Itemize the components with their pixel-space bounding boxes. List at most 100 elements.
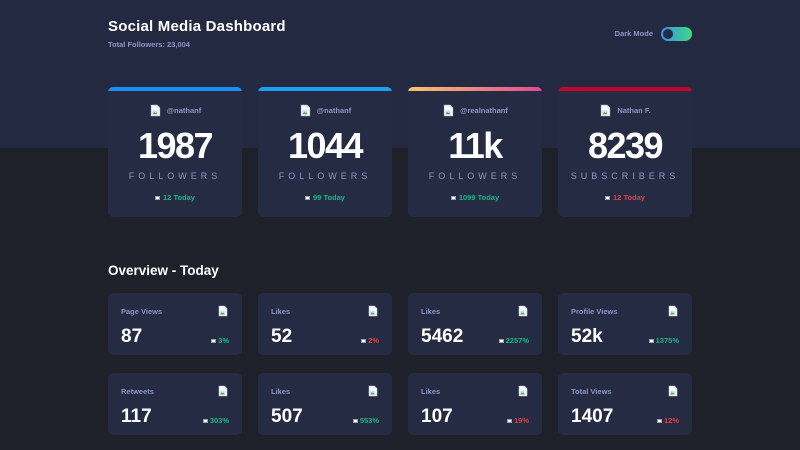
follower-count: 1987 bbox=[137, 125, 214, 166]
daily-change: 99 Today bbox=[258, 193, 392, 202]
account-handle-row: Nathan F. bbox=[558, 87, 692, 117]
trend-marker-icon bbox=[305, 195, 311, 200]
broken-image-icon bbox=[442, 104, 455, 117]
overview-change: 553% bbox=[352, 416, 379, 426]
follower-count: 8239 bbox=[587, 125, 664, 166]
dark-mode-control: Dark Mode bbox=[614, 26, 692, 41]
overview-metric-label: Retweets bbox=[121, 386, 154, 396]
broken-image-icon bbox=[149, 104, 162, 117]
overview-metric-label: Profile Views bbox=[571, 306, 618, 316]
overview-change: 2257% bbox=[498, 336, 529, 346]
broken-image-icon bbox=[217, 305, 229, 317]
trend-marker-icon bbox=[656, 418, 662, 423]
daily-change: 12 Today bbox=[558, 193, 692, 202]
trend-marker-icon bbox=[648, 338, 654, 343]
header-text: Social Media Dashboard Total Followers: … bbox=[108, 18, 286, 49]
account-handle: @realnathanf bbox=[460, 106, 508, 115]
overview-card-retweets: Retweets 117 303% bbox=[108, 373, 242, 435]
overview-change: 2% bbox=[361, 336, 379, 346]
overview-metric-label: Page Views bbox=[121, 306, 163, 316]
trend-marker-icon bbox=[361, 338, 367, 343]
follower-card-twitter: @nathanf 1044 FOLLOWERS 99 Today bbox=[258, 87, 392, 217]
platform-accent-bar bbox=[408, 87, 542, 91]
overview-card-body: 52k 1375% bbox=[571, 327, 679, 346]
overview-metric-label: Likes bbox=[421, 306, 441, 316]
follower-card-youtube: Nathan F. 8239 SUBSCRIBERS 12 Today bbox=[558, 87, 692, 217]
overview-change-text: 553% bbox=[359, 416, 379, 425]
toggle-knob bbox=[663, 28, 673, 39]
dark-mode-label: Dark Mode bbox=[614, 29, 653, 38]
follower-count-label: FOLLOWERS bbox=[128, 171, 222, 181]
platform-accent-bar bbox=[258, 87, 392, 91]
broken-image-icon bbox=[599, 104, 612, 117]
overview-card-likes-yt: Likes 107 19% bbox=[408, 373, 542, 435]
overview-change: 3% bbox=[211, 336, 229, 346]
overview-card-body: 117 303% bbox=[121, 407, 229, 426]
overview-cards-grid: Page Views 87 3% Likes 52 bbox=[108, 293, 692, 435]
follower-card-facebook: @nathanf 1987 FOLLOWERS 12 Today bbox=[108, 87, 242, 217]
overview-metric-label: Total Views bbox=[571, 386, 612, 396]
trend-marker-icon bbox=[202, 418, 208, 423]
overview-metric-value: 52k bbox=[571, 326, 603, 347]
overview-metric-value: 1407 bbox=[571, 406, 614, 427]
account-handle: @nathanf bbox=[316, 106, 352, 115]
overview-card-page-views: Page Views 87 3% bbox=[108, 293, 242, 355]
overview-change: 12% bbox=[656, 416, 679, 426]
total-followers-text: Total Followers: 23,004 bbox=[108, 40, 190, 49]
overview-change: 19% bbox=[506, 416, 529, 426]
overview-card-body: 1407 12% bbox=[571, 407, 679, 426]
broken-image-icon bbox=[299, 104, 312, 117]
overview-card-total-views: Total Views 1407 12% bbox=[558, 373, 692, 435]
overview-metric-value: 117 bbox=[121, 406, 152, 427]
overview-heading: Overview - Today bbox=[108, 263, 219, 278]
overview-metric-label: Likes bbox=[271, 386, 291, 396]
trend-marker-icon bbox=[506, 418, 512, 423]
overview-card-likes-ig: Likes 5462 2257% bbox=[408, 293, 542, 355]
dashboard-container: Social Media Dashboard Total Followers: … bbox=[108, 0, 692, 435]
overview-change-text: 303% bbox=[209, 416, 229, 425]
account-handle-row: @nathanf bbox=[258, 87, 392, 117]
daily-change-text: 12 Today bbox=[163, 193, 195, 202]
overview-card-likes-tw: Likes 507 553% bbox=[258, 373, 392, 435]
platform-accent-bar bbox=[558, 87, 692, 91]
page-title: Social Media Dashboard bbox=[108, 18, 286, 35]
trend-marker-icon bbox=[352, 418, 358, 423]
broken-image-icon bbox=[667, 385, 679, 397]
overview-card-header: Likes bbox=[421, 385, 529, 397]
overview-card-header: Likes bbox=[271, 305, 379, 317]
overview-change-text: 2% bbox=[368, 336, 379, 345]
follower-count-label: FOLLOWERS bbox=[278, 171, 372, 181]
overview-card-body: 5462 2257% bbox=[421, 327, 529, 346]
follower-cards-row: @nathanf 1987 FOLLOWERS 12 Today @nathan… bbox=[108, 87, 692, 217]
follower-count-label: FOLLOWERS bbox=[428, 171, 522, 181]
overview-card-header: Likes bbox=[421, 305, 529, 317]
broken-image-icon bbox=[517, 385, 529, 397]
header: Social Media Dashboard Total Followers: … bbox=[108, 0, 692, 49]
broken-image-icon bbox=[367, 305, 379, 317]
trend-marker-icon bbox=[605, 195, 611, 200]
daily-change-text: 1099 Today bbox=[458, 193, 500, 202]
follower-count-label: SUBSCRIBERS bbox=[570, 171, 680, 181]
overview-card-profile-views: Profile Views 52k 1375% bbox=[558, 293, 692, 355]
overview-metric-value: 107 bbox=[421, 406, 453, 427]
trend-marker-icon bbox=[211, 338, 217, 343]
overview-metric-label: Likes bbox=[271, 306, 291, 316]
account-handle: @nathanf bbox=[166, 106, 202, 115]
follower-count: 11k bbox=[448, 125, 503, 166]
overview-card-header: Retweets bbox=[121, 385, 229, 397]
overview-card-header: Page Views bbox=[121, 305, 229, 317]
dark-mode-toggle[interactable] bbox=[661, 26, 692, 41]
overview-change: 303% bbox=[202, 416, 229, 426]
overview-metric-value: 5462 bbox=[421, 326, 464, 347]
daily-change: 1099 Today bbox=[408, 193, 542, 202]
overview-change-text: 3% bbox=[218, 336, 229, 345]
overview-card-header: Profile Views bbox=[571, 305, 679, 317]
broken-image-icon bbox=[367, 385, 379, 397]
overview-change-text: 19% bbox=[513, 416, 529, 425]
overview-card-body: 107 19% bbox=[421, 407, 529, 426]
overview-card-body: 52 2% bbox=[271, 327, 379, 346]
overview-change-text: 1375% bbox=[655, 336, 679, 345]
trend-marker-icon bbox=[498, 338, 504, 343]
broken-image-icon bbox=[217, 385, 229, 397]
trend-marker-icon bbox=[450, 195, 456, 200]
